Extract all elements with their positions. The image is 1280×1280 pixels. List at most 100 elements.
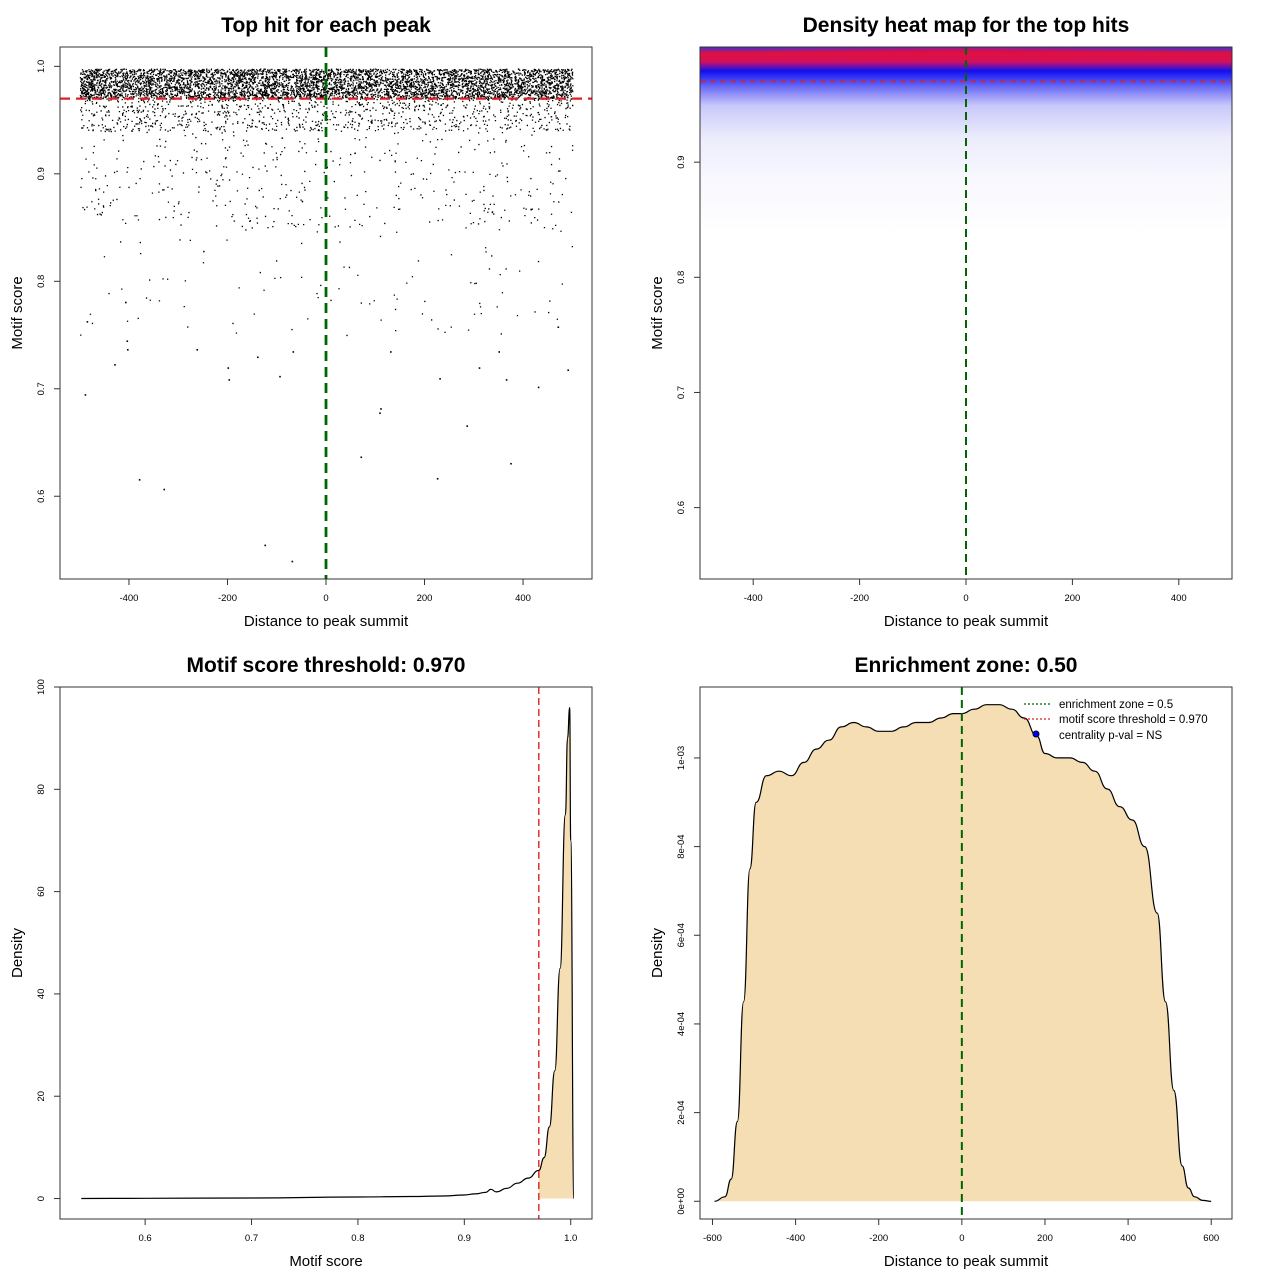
panel2-xlabel: Distance to peak summit [884,613,1049,630]
x-tick-label: 600 [1203,1233,1219,1244]
scatter-point [84,394,87,396]
x-tick-label: 400 [1171,593,1187,604]
scatter-point [292,351,295,353]
x-tick-label: 400 [515,593,531,604]
scatter-point [505,379,508,381]
scatter-point [227,367,230,369]
scatter-point [379,412,381,415]
scatter-point [257,356,259,359]
x-tick-label: 0.8 [351,1233,364,1244]
x-tick-label: 200 [1037,1233,1053,1244]
x-tick-label: -200 [850,593,869,604]
scatter-point [138,479,141,481]
scatter-point [126,349,129,351]
panel2-y-axis: 0.6 0.7 0.8 0.9 [676,156,700,514]
y-tick-label: 0.8 [36,275,47,288]
panel4-plot-box [699,686,1233,1220]
y-tick-label: 0.7 [36,382,47,395]
x-tick-label: 0.6 [139,1233,152,1244]
panel4-xlabel: Distance to peak summit [884,1253,1049,1270]
x-tick-label: 0 [963,593,968,604]
scatter-point [114,364,116,366]
scatter-point [228,379,231,381]
scatter-points [79,68,574,337]
y-tick-label: 20 [36,1091,47,1102]
y-tick-label: 0.7 [676,386,687,399]
y-tick-label: 80 [36,784,47,795]
panel4-title: Enrichment zone: 0.50 [855,654,1078,677]
scatter-point [390,351,392,353]
scatter-point [196,349,199,351]
panel3-title: Motif score threshold: 0.970 [187,654,466,677]
panel-position-density: Enrichment zone: 0.50 Distance to peak s… [649,654,1233,1270]
y-tick-label: 6e-04 [676,923,687,947]
y-tick-label: 1.0 [36,60,47,73]
panel3-y-axis: 0 20 40 60 80 100 [36,679,60,1201]
panel4-x-axis: -600 -400 -200 0 200 400 600 [703,1219,1219,1244]
scatter-point [510,462,512,465]
panel3-density-fill [538,707,574,1199]
x-tick-label: -200 [218,593,237,604]
panel4-y-axis: 0e+00 2e-04 4e-04 6e-04 8e-04 1e-03 [676,746,700,1215]
panel2-x-axis: -400 -200 0 200 400 [744,579,1187,604]
x-tick-label: -400 [119,593,138,604]
panel-heatmap: Density heat map for the top hits Distan… [649,14,1233,630]
panel3-ylabel: Density [9,927,26,978]
scatter-point [478,367,481,369]
panel2-title: Density heat map for the top hits [803,14,1130,37]
panel-scatter: Top hit for each peak Distance to peak s… [9,14,593,630]
scatter-point [163,488,166,491]
scatter-point [567,369,569,372]
x-tick-label: 200 [417,593,433,604]
y-tick-label: 0.9 [676,156,687,169]
panel1-x-axis: -400 -200 0 200 400 [119,579,531,604]
x-tick-label: 0 [323,593,328,604]
scatter-point [86,321,89,323]
y-tick-label: 0.8 [676,271,687,284]
y-tick-label: 0.6 [36,490,47,503]
y-tick-label: 40 [36,989,47,1000]
x-tick-label: 1.0 [564,1233,577,1244]
y-tick-label: 4e-04 [676,1012,687,1036]
x-tick-label: 0.7 [245,1233,258,1244]
scatter-point [279,375,281,378]
scatter-point [264,544,267,547]
y-tick-label: 0.9 [36,167,47,180]
y-tick-label: 0e+00 [676,1188,687,1215]
y-tick-label: 8e-04 [676,834,687,858]
scatter-point [380,408,382,410]
y-tick-label: 60 [36,886,47,897]
legend-enrichment-label: enrichment zone = 0.5 [1059,699,1173,711]
panel4-ylabel: Density [649,927,666,978]
scatter-point [125,301,127,304]
legend-centrality-label: centrality p-val = NS [1059,730,1163,742]
x-tick-label: -400 [786,1233,805,1244]
scatter-point [291,560,294,563]
scatter-point [436,477,439,480]
y-tick-label: 1e-03 [676,746,687,770]
x-tick-label: -600 [703,1233,722,1244]
x-tick-label: 0.9 [458,1233,471,1244]
y-tick-label: 0.6 [676,501,687,514]
panel1-xlabel: Distance to peak summit [244,613,409,630]
scatter-point [466,425,468,427]
panel3-xlabel: Motif score [289,1253,362,1270]
scatter-point [126,340,129,343]
scatter-point [439,378,441,380]
scatter-point [360,456,363,459]
panel-score-density: Motif score threshold: 0.970 Motif score… [9,654,593,1270]
panel4-density-fill [714,704,1212,1202]
panel2-ylabel: Motif score [649,276,666,349]
x-tick-label: 0 [959,1233,964,1244]
legend-threshold-label: motif score threshold = 0.970 [1059,714,1208,726]
y-tick-label: 0 [36,1196,47,1201]
x-tick-label: -200 [869,1233,888,1244]
x-tick-label: 400 [1120,1233,1136,1244]
panel1-outlier-points [84,301,569,563]
panel1-title: Top hit for each peak [221,14,431,37]
scatter-point [498,351,501,353]
panel1-y-axis: 0.6 0.7 0.8 0.9 1.0 [36,60,60,503]
scatter-point [537,386,540,389]
panel1-ylabel: Motif score [9,276,26,349]
